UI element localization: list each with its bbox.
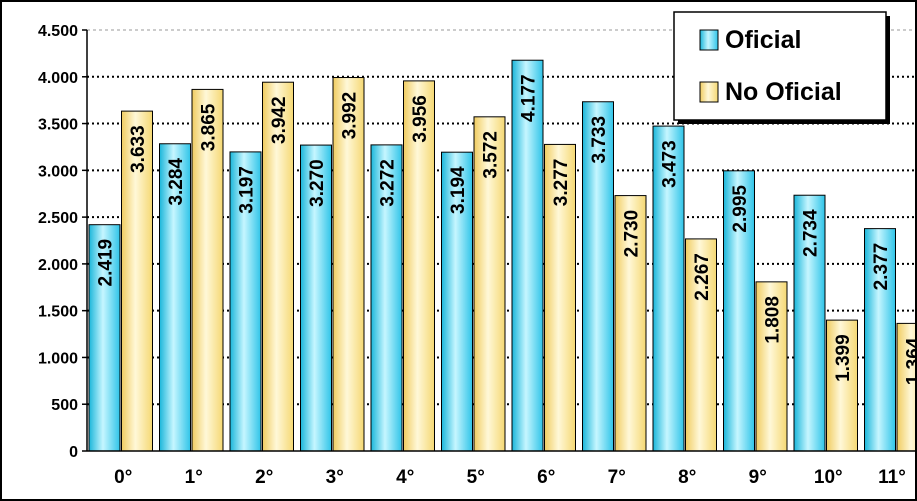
bar bbox=[229, 151, 262, 452]
x-tick-label: 4° bbox=[396, 467, 414, 488]
data-label: 3.270 bbox=[307, 159, 328, 207]
x-tick-label: 9° bbox=[749, 467, 767, 488]
bar bbox=[652, 125, 685, 452]
data-label: 3.277 bbox=[551, 159, 572, 207]
data-label: 1.364 bbox=[904, 337, 917, 385]
data-label: 3.956 bbox=[410, 95, 431, 143]
data-label: 2.419 bbox=[96, 239, 117, 287]
y-tick-label: 3.000 bbox=[38, 163, 78, 180]
bar bbox=[191, 88, 224, 452]
data-label: 3.865 bbox=[199, 103, 220, 151]
bar bbox=[121, 110, 153, 452]
bar bbox=[544, 143, 576, 452]
y-tick-label: 3.500 bbox=[38, 117, 78, 134]
data-label: 3.473 bbox=[660, 140, 681, 188]
x-tick-label: 1° bbox=[185, 467, 203, 488]
bar bbox=[441, 151, 473, 452]
bar bbox=[755, 281, 788, 452]
data-label: 3.194 bbox=[448, 166, 469, 214]
x-tick-label: 8° bbox=[678, 467, 696, 488]
data-label: 3.272 bbox=[378, 159, 399, 207]
y-tick-label: 2.500 bbox=[38, 210, 78, 227]
data-label: 2.734 bbox=[801, 209, 822, 257]
x-tick-label: 10° bbox=[814, 467, 843, 488]
data-label: 2.377 bbox=[871, 243, 892, 291]
bar bbox=[403, 80, 435, 452]
y-tick-label: 0 bbox=[69, 444, 78, 461]
y-tick-label: 1.500 bbox=[38, 304, 78, 321]
bar bbox=[262, 81, 294, 452]
data-label: 4.177 bbox=[519, 74, 540, 122]
x-tick-label: 7° bbox=[608, 467, 626, 488]
data-label: 3.942 bbox=[269, 96, 290, 144]
bar bbox=[826, 319, 858, 452]
data-label: 3.284 bbox=[166, 158, 187, 206]
legend-swatch bbox=[699, 81, 719, 103]
data-label: 3.733 bbox=[589, 116, 610, 164]
bar bbox=[793, 194, 826, 452]
data-label: 2.267 bbox=[692, 253, 713, 301]
data-label: 1.399 bbox=[833, 334, 854, 382]
x-tick-label: 2° bbox=[255, 467, 273, 488]
x-tick-label: 5° bbox=[467, 467, 485, 488]
data-label: 2.995 bbox=[730, 185, 751, 233]
x-tick-label: 3° bbox=[326, 467, 344, 488]
data-label: 2.730 bbox=[622, 210, 643, 258]
x-tick-label: 11° bbox=[878, 467, 906, 488]
y-tick-label: 500 bbox=[51, 397, 78, 414]
bar bbox=[473, 116, 506, 452]
data-label: 3.992 bbox=[340, 92, 361, 140]
x-tick-label: 0° bbox=[114, 467, 132, 488]
bar bbox=[864, 228, 896, 452]
bar bbox=[614, 195, 647, 452]
bar bbox=[582, 101, 614, 452]
legend-label: Oficial bbox=[725, 26, 801, 54]
data-label: 3.633 bbox=[128, 125, 149, 173]
data-label: 3.197 bbox=[237, 166, 258, 214]
bar bbox=[88, 224, 121, 452]
y-tick-label: 4.000 bbox=[38, 70, 78, 87]
y-tick-label: 2.000 bbox=[38, 257, 78, 274]
bar bbox=[511, 59, 544, 452]
bar bbox=[159, 143, 191, 452]
legend-label: No Oficial bbox=[725, 78, 842, 106]
data-label: 1.808 bbox=[763, 296, 784, 344]
y-tick-label: 4.500 bbox=[38, 23, 78, 40]
data-label: 3.572 bbox=[481, 131, 502, 179]
x-tick-label: 6° bbox=[537, 467, 555, 488]
y-tick-label: 1.000 bbox=[38, 350, 78, 367]
bar bbox=[723, 170, 755, 452]
legend-swatch bbox=[699, 29, 719, 51]
